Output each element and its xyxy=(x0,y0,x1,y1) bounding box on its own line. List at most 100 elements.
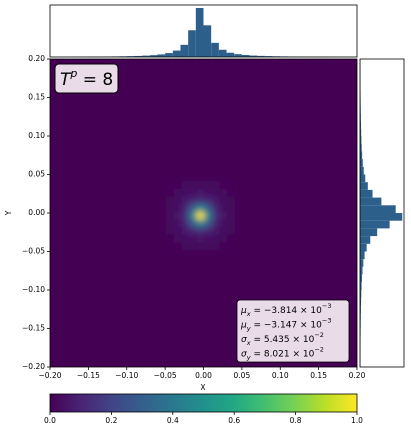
heatmap-blur xyxy=(165,180,236,251)
heatmap-cell xyxy=(219,211,228,220)
hist-bar xyxy=(241,55,250,57)
y-tick-label: −0.15 xyxy=(22,324,45,333)
hist-bar xyxy=(360,228,378,237)
heatmap-cell xyxy=(204,242,213,251)
hist-bar xyxy=(172,50,181,57)
stats-part: σ xyxy=(241,335,247,345)
heatmap-cell xyxy=(211,242,220,251)
annotation-part: p xyxy=(69,67,77,80)
heatmap-cell xyxy=(204,211,213,220)
y-tick-label: 0.20 xyxy=(28,54,45,63)
hist-bar xyxy=(360,182,368,190)
y-tick-label: 0.05 xyxy=(28,170,45,179)
annotation-box xyxy=(54,63,119,94)
heatmap-cell xyxy=(211,203,220,212)
hist-bar xyxy=(360,151,363,160)
heatmap-cell xyxy=(196,203,205,212)
hist-bar xyxy=(360,213,403,221)
heatmap-cell xyxy=(173,211,182,220)
heatmap-cell xyxy=(211,211,220,220)
colorbar-tick-label: 1.0 xyxy=(351,416,363,425)
hist-bar xyxy=(134,55,143,57)
heatmap-cell xyxy=(227,196,236,205)
heatmap-cell xyxy=(227,219,236,228)
hist-frame xyxy=(49,4,358,58)
heatmap-cell xyxy=(204,226,213,235)
heatmap-cell xyxy=(196,234,205,243)
x-tick-label: 0.00 xyxy=(195,371,212,380)
hist-bar xyxy=(360,159,363,167)
colorbar-tick-label: 0.6 xyxy=(228,416,240,425)
heatmap-cell xyxy=(204,180,213,189)
x-tick-label: 0.05 xyxy=(234,371,251,380)
annotation: Tp = 8 xyxy=(60,67,113,91)
heatmap-cell xyxy=(211,196,220,205)
stats-line: μy = −3.147 × 10−3 xyxy=(240,317,331,333)
heatmap-cell xyxy=(211,180,220,189)
heatmap-cell xyxy=(196,211,205,220)
heatmap-cell xyxy=(196,180,205,189)
hist-bar xyxy=(360,128,362,136)
annotation-part: T xyxy=(60,70,72,90)
x-tick-label: 0.20 xyxy=(349,371,366,380)
hist-bar xyxy=(360,220,390,229)
heatmap-cell xyxy=(219,226,228,235)
heatmap-cell xyxy=(219,196,228,205)
hist-bar xyxy=(195,7,204,58)
heatmap-cell xyxy=(165,196,174,205)
hist-bar xyxy=(257,55,265,57)
heatmap-cell xyxy=(196,219,205,228)
hist-bar xyxy=(360,266,363,275)
heatmap-cell xyxy=(196,196,205,205)
hist-bar xyxy=(211,42,219,57)
heatmap-cell xyxy=(181,234,190,243)
heatmap-cell xyxy=(165,234,174,243)
y-tick-label: −0.10 xyxy=(22,285,45,294)
hist-bar xyxy=(360,243,367,252)
heatmap-cell xyxy=(181,211,190,220)
hist-bar xyxy=(360,112,361,121)
colorbar xyxy=(49,393,358,413)
heatmap-cell xyxy=(227,242,236,251)
x-tick-label: 0.10 xyxy=(272,371,289,380)
heatmap-cell xyxy=(219,242,228,251)
stats-part: μ xyxy=(240,306,247,316)
hist-bar xyxy=(360,189,373,198)
hist-bar xyxy=(360,136,362,144)
heatmap-cell xyxy=(219,180,228,189)
heatmap-cell xyxy=(219,219,228,228)
x-tick-label: −0.20 xyxy=(39,371,62,380)
heatmap-cell xyxy=(181,219,190,228)
heatmap-cell xyxy=(196,188,205,197)
colorbar-tick-label: 0.4 xyxy=(167,416,179,425)
heatmap-cell xyxy=(211,219,220,228)
hist-bar xyxy=(360,143,362,152)
heatmap-cell xyxy=(188,203,197,212)
heatmap-cell xyxy=(227,188,236,197)
hist-bar xyxy=(360,282,362,290)
heatmap-cell xyxy=(188,180,197,189)
stats-box xyxy=(236,299,350,363)
stats-part: = −3.814 × 10 xyxy=(251,306,323,316)
stats-line: σy = 8.021 × 10−2 xyxy=(241,346,324,362)
heatmap-cell xyxy=(188,234,197,243)
x-axis-label: X xyxy=(200,383,205,392)
hist-bar xyxy=(249,55,258,57)
stats-line: σx = 5.435 × 10−2 xyxy=(241,331,324,347)
heatmap-cell xyxy=(188,196,197,205)
x-tick-label: −0.10 xyxy=(115,371,138,380)
stats-part: μ xyxy=(240,320,247,330)
heatmap-cell xyxy=(165,226,174,235)
heatmap-cell xyxy=(196,242,205,251)
heatmap-cell xyxy=(165,242,174,251)
hist-bar xyxy=(360,251,365,260)
stats-part: = 5.435 × 10 xyxy=(251,335,315,345)
hist-bar xyxy=(188,30,196,57)
hist-bar xyxy=(360,236,371,244)
heatmap-cell xyxy=(181,203,190,212)
stats-part: = 8.021 × 10 xyxy=(251,349,315,359)
hist-bar xyxy=(126,56,135,57)
heatmap-cell xyxy=(188,242,197,251)
stats-part: y xyxy=(246,354,251,362)
